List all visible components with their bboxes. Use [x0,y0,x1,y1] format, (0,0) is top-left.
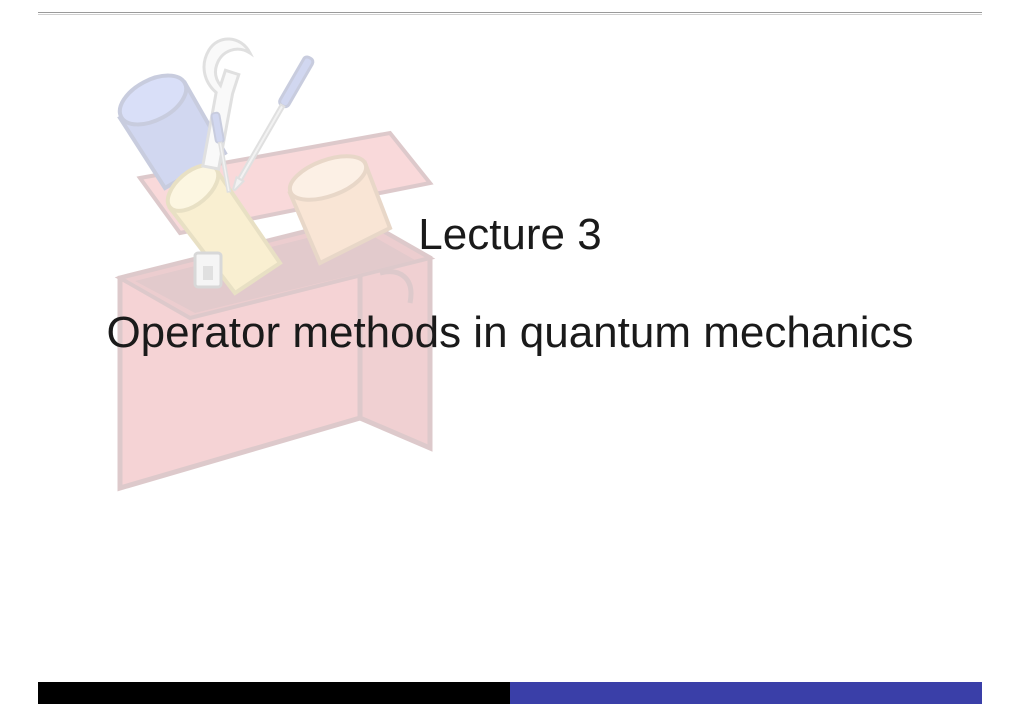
top-divider [38,12,982,15]
lecture-subtitle: Operator methods in quantum mechanics [0,308,1020,358]
footer-bar [38,682,982,704]
footer-segment-right [510,682,982,704]
slide: Lecture 3 Operator methods in quantum me… [0,0,1020,720]
title-block: Lecture 3 Operator methods in quantum me… [0,210,1020,358]
lecture-number: Lecture 3 [0,210,1020,260]
footer-segment-left [38,682,510,704]
